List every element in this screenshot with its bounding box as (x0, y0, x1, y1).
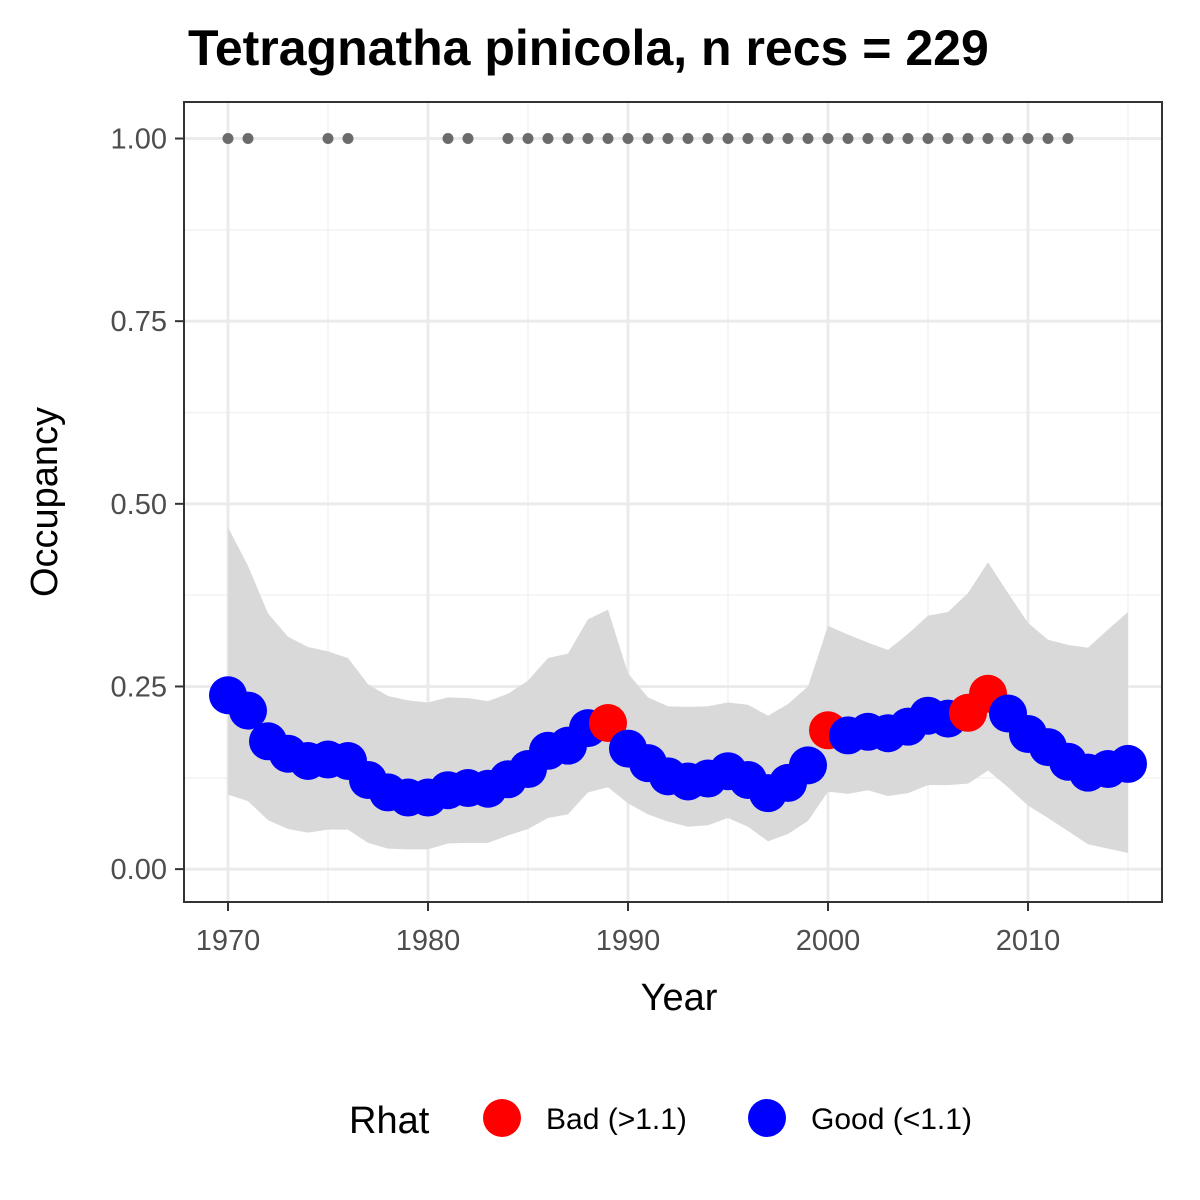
record-dot (622, 133, 634, 145)
record-dot (642, 133, 654, 145)
record-dot (1002, 133, 1014, 145)
occupancy-point-bad (589, 704, 627, 743)
record-dot (222, 133, 234, 145)
record-dot (542, 133, 554, 145)
y-axis: 0.00 0.25 0.50 0.75 1.00 (111, 124, 184, 886)
record-dot (462, 133, 474, 145)
record-dot (442, 133, 454, 145)
occupancy-point-good (229, 691, 267, 730)
record-dot (822, 133, 834, 145)
chart-title: Tetragnatha pinicola, n recs = 229 (188, 20, 989, 76)
x-axis-title: Year (641, 977, 718, 1019)
x-axis: 1970 1980 1990 2000 2010 (196, 902, 1061, 957)
record-dot (1062, 133, 1074, 145)
y-tick-label: 0.50 (111, 489, 167, 521)
record-dot (522, 133, 534, 145)
legend-key-good (748, 1099, 786, 1137)
record-dot (802, 133, 814, 145)
x-tick-label: 1970 (196, 925, 261, 957)
record-dot (1022, 133, 1034, 145)
record-dot (722, 133, 734, 145)
record-dot (962, 133, 974, 145)
legend-title: Rhat (349, 1100, 430, 1142)
record-dot (982, 133, 994, 145)
record-dot (902, 133, 914, 145)
y-tick-label: 0.25 (111, 671, 167, 703)
x-tick-label: 2000 (796, 925, 861, 957)
y-tick-label: 1.00 (111, 124, 167, 156)
record-dot (1042, 133, 1054, 145)
y-tick-label: 0.75 (111, 306, 167, 338)
record-dot (582, 133, 594, 145)
record-dot (322, 133, 334, 145)
record-dot (882, 133, 894, 145)
plot-border (183, 101, 1163, 903)
legend: Rhat Bad (>1.1) Good (<1.1) (349, 1099, 972, 1142)
occupancy-point-good (789, 746, 827, 785)
record-dot (862, 133, 874, 145)
x-tick-label: 2010 (996, 925, 1061, 957)
occupancy-point-good (1109, 744, 1147, 783)
legend-label-bad: Bad (>1.1) (546, 1103, 687, 1136)
record-dot (942, 133, 954, 145)
record-dot (702, 133, 714, 145)
credible-interval-ribbon (228, 527, 1128, 854)
record-dot (842, 133, 854, 145)
y-tick-label: 0.00 (111, 854, 167, 886)
record-dot (922, 133, 934, 145)
x-tick-label: 1980 (396, 925, 461, 957)
legend-label-good: Good (<1.1) (811, 1103, 972, 1136)
record-dot (662, 133, 674, 145)
record-dot (762, 133, 774, 145)
record-dot (602, 133, 614, 145)
record-dots (222, 133, 1074, 145)
record-dot (502, 133, 514, 145)
record-dot (242, 133, 254, 145)
y-axis-title: Occupancy (24, 407, 66, 597)
record-dot (342, 133, 354, 145)
record-dot (562, 133, 574, 145)
x-tick-label: 1990 (596, 925, 661, 957)
record-dot (782, 133, 794, 145)
record-dot (682, 133, 694, 145)
occupancy-points (209, 674, 1147, 817)
record-dot (742, 133, 754, 145)
legend-key-bad (483, 1099, 521, 1137)
